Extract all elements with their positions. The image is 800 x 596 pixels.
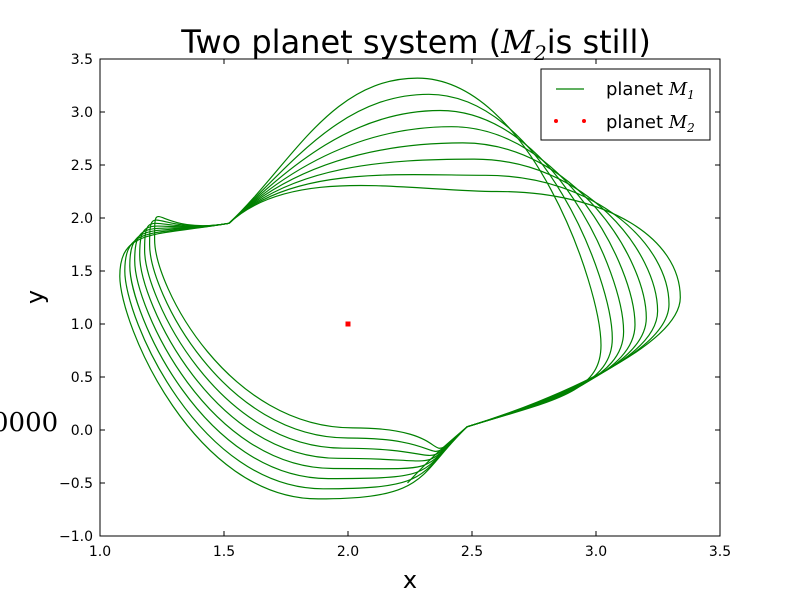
y-tick-label: 3.0 bbox=[71, 105, 93, 121]
x-tick-label: 1.0 bbox=[89, 544, 111, 560]
legend-label-m1-sub: 1 bbox=[687, 88, 695, 102]
y-tick-label: 0.5 bbox=[71, 370, 93, 386]
legend-marker-planet-m2 bbox=[582, 119, 586, 123]
legend-label-m2-prefix: planet bbox=[606, 112, 669, 133]
orbit-line bbox=[153, 77, 602, 449]
legend-label-planet-m2: planet M2 bbox=[606, 112, 695, 135]
orbit-lines bbox=[119, 77, 681, 500]
legend-label-m1-prefix: planet bbox=[606, 79, 669, 100]
y-tick-label: −1.0 bbox=[59, 529, 93, 545]
chart-title-math: M bbox=[500, 23, 535, 61]
x-tick-label: 3.0 bbox=[585, 544, 607, 560]
x-tick-label: 2.5 bbox=[461, 544, 483, 560]
chart-title: Two planet system (M2is still) bbox=[180, 23, 651, 65]
legend-label-planet-m1: planet M1 bbox=[606, 79, 695, 102]
legend-label-m2-math: M bbox=[668, 112, 688, 133]
legend-label-m2-sub: 2 bbox=[686, 121, 695, 135]
chart-title-prefix: Two planet system ( bbox=[180, 23, 501, 61]
y-tick-label: 1.5 bbox=[71, 264, 93, 280]
legend-label-m1-math: M bbox=[668, 79, 688, 100]
chart-title-suffix: is still) bbox=[547, 23, 651, 61]
x-axis-title: x bbox=[403, 566, 417, 594]
plot-frame bbox=[99, 58, 721, 537]
side-text: 0000 bbox=[0, 408, 58, 438]
y-tick-label: 3.5 bbox=[71, 52, 93, 68]
plot-area: 1.0 1.5 2.0 2.5 3.0 3.5 −1.0 −0.5 0.0 0.5 1.0 1.5 2.… bbox=[59, 52, 731, 560]
y-tick-label: 1.0 bbox=[71, 317, 93, 333]
planet-m2-point bbox=[345, 321, 351, 327]
x-tick-label: 3.5 bbox=[709, 544, 731, 560]
y-axis-title: y bbox=[21, 290, 49, 304]
y-tick-label: 2.0 bbox=[71, 211, 93, 227]
orbit-tail bbox=[407, 426, 468, 484]
planet-m2-points bbox=[345, 321, 351, 327]
chart-title-math-sub: 2 bbox=[533, 41, 547, 65]
legend: planet M1 planet M2 bbox=[540, 68, 711, 141]
legend-marker-planet-m2 bbox=[554, 119, 558, 123]
y-tick-label: 0.0 bbox=[71, 423, 93, 439]
y-tick-label: 2.5 bbox=[71, 158, 93, 174]
x-tick-label: 1.5 bbox=[213, 544, 235, 560]
legend-frame bbox=[540, 68, 711, 141]
axis-ticks: 1.0 1.5 2.0 2.5 3.0 3.5 −1.0 −0.5 0.0 0.5 1.0 1.5 2.… bbox=[59, 52, 731, 560]
x-tick-label: 2.0 bbox=[337, 544, 359, 560]
y-tick-label: −0.5 bbox=[59, 476, 93, 492]
